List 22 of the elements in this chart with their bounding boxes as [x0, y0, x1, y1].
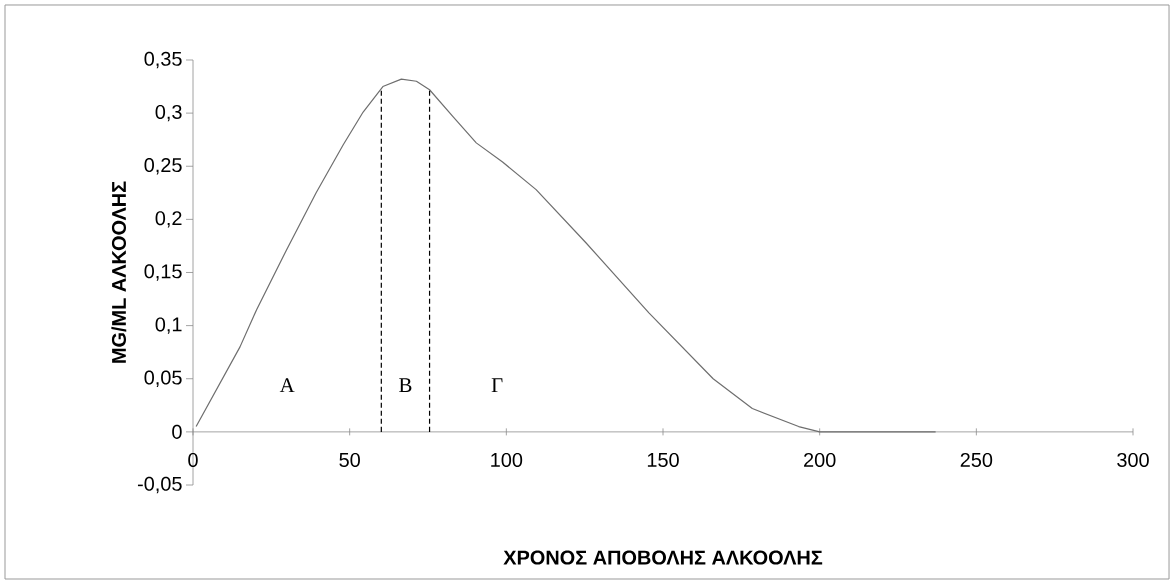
y-tick-label: 0,2 — [155, 211, 182, 228]
y-tick-label: 0,05 — [144, 370, 182, 387]
y-tick-label: 0,1 — [155, 317, 182, 334]
x-tick-label: 300 — [1117, 452, 1149, 467]
annotation: B — [399, 378, 412, 392]
x-tick-label: 50 — [339, 452, 360, 467]
line-series — [195, 78, 937, 433]
y-axis-title: MG/ML ΑΛΚΟΟΛΗΣ — [111, 181, 127, 363]
annotation: Γ — [491, 378, 503, 392]
annotation: A — [279, 378, 295, 393]
x-tick-label: 200 — [804, 452, 836, 467]
y-tick-label: 0 — [172, 424, 182, 439]
x-tick-label: 100 — [491, 452, 523, 467]
x-tick-label: 250 — [960, 452, 993, 467]
x-axis-title: ΧΡΟΝΟΣ ΑΠΟΒΟΛΗΣ ΑΛΚΟΟΛΗΣ — [503, 550, 823, 565]
y-tick-label: 0,35 — [144, 51, 182, 69]
y-tick-label: 0,25 — [144, 158, 182, 175]
y-tick-label: -0,05 — [137, 476, 182, 494]
y-tick-label: 0,15 — [144, 264, 182, 281]
x-tick-label: 150 — [647, 452, 679, 467]
y-tick-label: 0,3 — [155, 104, 182, 122]
x-tick-label: 0 — [188, 452, 198, 467]
